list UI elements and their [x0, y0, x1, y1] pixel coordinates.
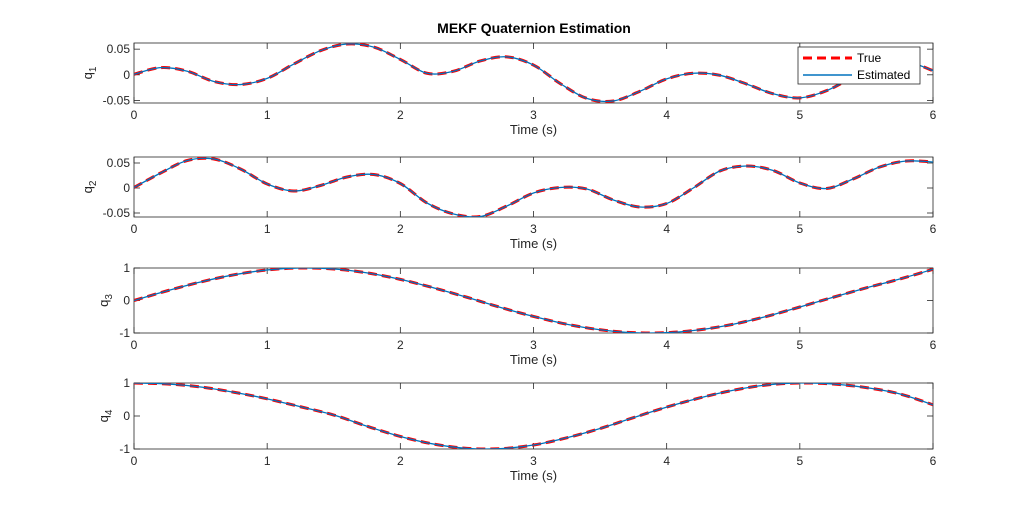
- x-tick-label: 4: [663, 454, 670, 468]
- legend: True Estimated: [797, 46, 921, 85]
- series-estimated-line: [134, 383, 933, 449]
- axes-box: [133, 156, 934, 218]
- x-tick-label: 2: [397, 108, 404, 122]
- series-group: [134, 157, 933, 217]
- x-tick-label: 3: [530, 108, 537, 122]
- x-axis-label: Time (s): [510, 236, 557, 251]
- series-group: [134, 383, 933, 449]
- y-axis-label-main: q: [96, 300, 111, 307]
- y-axis-label: q1: [80, 66, 99, 79]
- x-tick-label: 3: [530, 222, 537, 236]
- x-tick-label: 5: [796, 454, 803, 468]
- y-tick-label: 0: [123, 181, 130, 195]
- x-tick-label: 2: [397, 338, 404, 352]
- x-tick-label: 2: [397, 454, 404, 468]
- y-tick-label: -0.05: [103, 93, 131, 107]
- y-axis-label-sub: 2: [88, 180, 99, 186]
- y-tick-label: 0.05: [107, 42, 131, 56]
- y-axis-label-main: q: [96, 415, 111, 422]
- axes-box: [133, 382, 934, 450]
- x-tick-label: 0: [131, 338, 138, 352]
- x-tick-label: 0: [131, 222, 138, 236]
- y-axis-label: q2: [80, 180, 99, 193]
- x-tick-label: 6: [930, 222, 937, 236]
- x-tick-label: 6: [930, 338, 937, 352]
- y-axis-label-sub: 3: [104, 294, 115, 300]
- x-tick-label: 3: [530, 454, 537, 468]
- legend-box: [797, 46, 921, 85]
- y-axis-label-sub: 1: [88, 66, 99, 72]
- y-tick-label: 0: [123, 294, 130, 308]
- series-group: [134, 43, 933, 103]
- x-tick-label: 1: [264, 222, 271, 236]
- y-axis-label: q3: [96, 294, 115, 307]
- x-axis-label: Time (s): [510, 352, 557, 367]
- y-tick-label: -1: [119, 442, 130, 456]
- y-axis-label-main: q: [80, 186, 95, 193]
- y-tick-label: -1: [119, 326, 130, 340]
- y-tick-label: 0: [123, 68, 130, 82]
- x-tick-label: 4: [663, 222, 670, 236]
- x-tick-label: 5: [796, 222, 803, 236]
- x-tick-label: 1: [264, 454, 271, 468]
- y-tick-label: 1: [123, 376, 130, 390]
- y-tick-label: 0.05: [107, 156, 131, 170]
- y-tick-label: 0: [123, 409, 130, 423]
- x-tick-label: 0: [131, 108, 138, 122]
- x-tick-label: 4: [663, 338, 670, 352]
- y-axis-label-sub: 4: [104, 409, 115, 415]
- y-tick-label: -0.05: [103, 206, 131, 220]
- x-axis-label: Time (s): [510, 468, 557, 483]
- x-tick-label: 5: [796, 108, 803, 122]
- x-tick-label: 2: [397, 222, 404, 236]
- y-tick-label: 1: [123, 261, 130, 275]
- y-axis-label: q4: [96, 409, 115, 422]
- series-group: [134, 268, 933, 333]
- x-tick-label: 0: [131, 454, 138, 468]
- x-tick-label: 6: [930, 108, 937, 122]
- x-tick-label: 5: [796, 338, 803, 352]
- y-axis-label-main: q: [80, 72, 95, 79]
- series-estimated-line: [134, 157, 933, 217]
- x-tick-label: 1: [264, 108, 271, 122]
- series-estimated-line: [134, 268, 933, 333]
- x-tick-label: 4: [663, 108, 670, 122]
- x-tick-label: 3: [530, 338, 537, 352]
- legend-true-label: True: [857, 51, 882, 65]
- axes-box: [133, 267, 934, 334]
- legend-estimated-label: Estimated: [857, 68, 910, 82]
- x-tick-label: 6: [930, 454, 937, 468]
- chart-title: MEKF Quaternion Estimation: [437, 20, 631, 36]
- x-axis-label: Time (s): [510, 122, 557, 137]
- x-tick-label: 1: [264, 338, 271, 352]
- series-estimated-line: [134, 43, 933, 103]
